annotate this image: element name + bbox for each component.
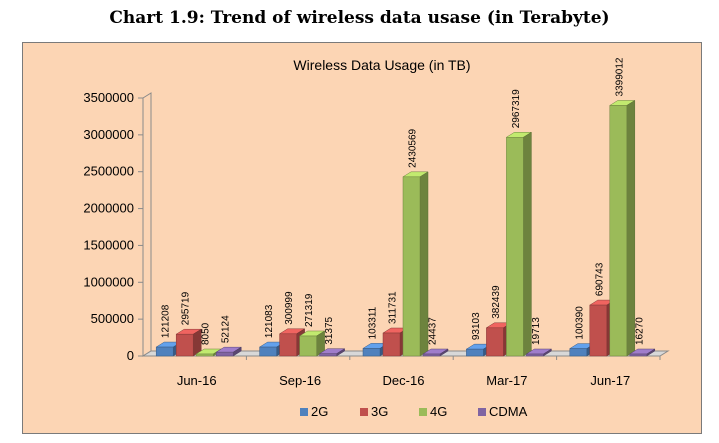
- legend-swatch: [419, 408, 427, 416]
- bar-front: [319, 353, 337, 357]
- chart-title: Wireless Data Usage (in TB): [293, 57, 470, 73]
- y-tick-label: 3000000: [83, 127, 134, 142]
- data-label: 3399012: [614, 57, 625, 96]
- x-tick-label: Dec-16: [383, 373, 425, 388]
- bar: [608, 99, 636, 357]
- data-label: 311731: [388, 291, 399, 324]
- y-tick-label: 3500000: [83, 90, 134, 105]
- bar-front: [155, 346, 174, 357]
- y-tick-label: 1000000: [83, 274, 134, 289]
- bar-front: [299, 335, 317, 357]
- bar-front: [466, 348, 484, 357]
- bar: [628, 348, 656, 357]
- bar-front: [215, 351, 234, 357]
- legend-label: 3G: [371, 404, 388, 419]
- data-label: 271319: [304, 293, 315, 327]
- bar: [505, 131, 533, 357]
- bar: [175, 328, 203, 357]
- legend-swatch: [478, 408, 486, 416]
- data-label: 2430569: [408, 128, 419, 167]
- bar-front: [609, 105, 628, 357]
- bar-front: [175, 333, 194, 357]
- y-tick-label: 1500000: [83, 237, 134, 252]
- data-label: 24437: [428, 317, 439, 345]
- plot-area: [143, 93, 668, 98]
- bar: [525, 348, 553, 357]
- bar-front: [402, 176, 421, 357]
- data-label: 52124: [221, 315, 232, 343]
- bar: [215, 346, 243, 357]
- x-tick-label: Mar-17: [486, 373, 527, 388]
- bar-front: [382, 332, 401, 357]
- y-tick-label: 2000000: [83, 201, 134, 216]
- x-tick-label: Sep-16: [279, 373, 321, 388]
- y-tick-label: 500000: [91, 311, 134, 326]
- data-label: 690743: [594, 262, 605, 296]
- data-label: 19713: [531, 317, 542, 345]
- data-label: 93103: [471, 312, 482, 340]
- x-tick-label: Jun-16: [177, 373, 217, 388]
- data-label: 31375: [324, 316, 335, 344]
- legend-label: 4G: [430, 404, 447, 419]
- bar: [422, 348, 449, 357]
- x-tick-label: Jun-17: [590, 373, 630, 388]
- bar-front: [362, 348, 381, 357]
- y-tick-label: 2500000: [83, 164, 134, 179]
- bar-front: [486, 327, 504, 357]
- data-label: 300999: [284, 291, 295, 325]
- bar-front: [422, 353, 441, 357]
- bar-front: [569, 348, 588, 357]
- bar-front: [279, 333, 297, 357]
- legend-label: 2G: [311, 404, 328, 419]
- bar: [298, 330, 326, 357]
- data-label: 16270: [634, 317, 645, 345]
- legend-swatch: [300, 408, 308, 416]
- chart-panel: [22, 42, 702, 434]
- bar-front: [195, 353, 214, 357]
- data-label: 2967319: [511, 89, 522, 128]
- bar: [318, 348, 346, 357]
- bar-front: [526, 353, 544, 357]
- side-wall: [142, 92, 152, 357]
- bar-front: [506, 137, 524, 357]
- chart-heading: Chart 1.9: Trend of wireless data usase …: [109, 8, 610, 28]
- data-label: 295719: [181, 291, 192, 325]
- legend-swatch: [360, 408, 368, 416]
- legend-label: CDMA: [489, 404, 528, 419]
- bar-front: [629, 353, 648, 357]
- data-label: 100390: [574, 306, 585, 340]
- data-label: 121083: [264, 304, 275, 338]
- data-label: 382439: [491, 285, 502, 319]
- bar-front: [259, 346, 277, 357]
- bar: [402, 171, 429, 357]
- bar: [155, 341, 183, 357]
- data-label: 121208: [161, 304, 172, 338]
- bar: [258, 341, 286, 357]
- bar-front: [589, 304, 608, 357]
- data-label: 103311: [368, 306, 379, 339]
- y-tick-label: 0: [127, 348, 134, 363]
- data-label: 8050: [201, 322, 212, 345]
